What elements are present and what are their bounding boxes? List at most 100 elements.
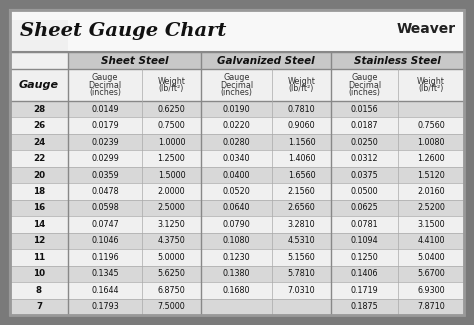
Text: 0.1230: 0.1230: [223, 253, 250, 262]
Text: 2.1560: 2.1560: [288, 187, 315, 196]
Text: 24: 24: [33, 138, 45, 147]
Text: 0.0179: 0.0179: [91, 121, 119, 130]
Text: 0.0312: 0.0312: [351, 154, 378, 163]
FancyBboxPatch shape: [10, 233, 464, 249]
Text: 0.1406: 0.1406: [351, 269, 378, 278]
Text: 22: 22: [33, 154, 45, 163]
Text: 1.0080: 1.0080: [417, 138, 445, 147]
Text: 3.1500: 3.1500: [417, 220, 445, 229]
Text: 0.1719: 0.1719: [351, 286, 378, 295]
FancyBboxPatch shape: [10, 101, 464, 117]
Text: 2.6560: 2.6560: [288, 203, 315, 213]
Text: 0.0156: 0.0156: [351, 105, 378, 114]
Text: 3.2810: 3.2810: [288, 220, 315, 229]
Text: 1.6560: 1.6560: [288, 171, 315, 180]
Text: Decimal: Decimal: [89, 81, 121, 89]
Text: 3.1250: 3.1250: [158, 220, 185, 229]
FancyBboxPatch shape: [10, 10, 464, 315]
Text: 8: 8: [36, 286, 42, 295]
Text: (lb/ft²): (lb/ft²): [159, 84, 184, 93]
Text: 0.1196: 0.1196: [91, 253, 119, 262]
Text: 2.5200: 2.5200: [417, 203, 445, 213]
FancyBboxPatch shape: [10, 117, 464, 134]
Text: 0.0478: 0.0478: [91, 187, 119, 196]
Text: 0.0400: 0.0400: [223, 171, 250, 180]
Text: 0.0250: 0.0250: [351, 138, 378, 147]
Text: 20: 20: [33, 171, 45, 180]
Text: 0.1046: 0.1046: [91, 236, 119, 245]
Text: Gauge: Gauge: [223, 73, 250, 82]
Text: 0.7500: 0.7500: [158, 121, 185, 130]
Text: 7.0310: 7.0310: [288, 286, 315, 295]
FancyBboxPatch shape: [10, 266, 464, 282]
Text: 0.0239: 0.0239: [91, 138, 119, 147]
Text: 0.1094: 0.1094: [351, 236, 378, 245]
Text: 0.0790: 0.0790: [223, 220, 250, 229]
Text: 2.0000: 2.0000: [158, 187, 185, 196]
Text: 4.3750: 4.3750: [158, 236, 185, 245]
Text: 2.0160: 2.0160: [417, 187, 445, 196]
Text: (lb/ft²): (lb/ft²): [289, 84, 314, 93]
Text: 0.0340: 0.0340: [223, 154, 250, 163]
Text: 7.8710: 7.8710: [417, 302, 445, 311]
Text: 5.6250: 5.6250: [157, 269, 185, 278]
Text: Weight: Weight: [157, 77, 185, 86]
Text: 0.7810: 0.7810: [288, 105, 315, 114]
Text: Gauge: Gauge: [351, 73, 378, 82]
Text: 0.0187: 0.0187: [351, 121, 378, 130]
FancyBboxPatch shape: [10, 282, 464, 299]
Text: 26: 26: [33, 121, 45, 130]
Text: 0.1875: 0.1875: [351, 302, 378, 311]
Text: 0.0149: 0.0149: [91, 105, 119, 114]
Text: 0.0359: 0.0359: [91, 171, 119, 180]
Text: 7.5000: 7.5000: [158, 302, 185, 311]
Text: Sheet Gauge Chart: Sheet Gauge Chart: [20, 22, 227, 40]
Text: 0.0625: 0.0625: [351, 203, 378, 213]
Text: 0.9060: 0.9060: [288, 121, 315, 130]
Text: 0.0500: 0.0500: [351, 187, 378, 196]
Text: 5.0000: 5.0000: [158, 253, 185, 262]
FancyBboxPatch shape: [10, 20, 68, 69]
Text: 0.1793: 0.1793: [91, 302, 119, 311]
Text: 0.6250: 0.6250: [158, 105, 185, 114]
FancyBboxPatch shape: [10, 216, 464, 233]
FancyBboxPatch shape: [201, 52, 331, 69]
Text: 0.0220: 0.0220: [223, 121, 250, 130]
Text: Stainless Steel: Stainless Steel: [354, 56, 441, 66]
Text: 6.8750: 6.8750: [158, 286, 185, 295]
Text: 1.4060: 1.4060: [288, 154, 315, 163]
Text: 1.1560: 1.1560: [288, 138, 315, 147]
Text: 12: 12: [33, 236, 45, 245]
Text: Decimal: Decimal: [220, 81, 253, 89]
Text: 14: 14: [33, 220, 45, 229]
Text: 0.0190: 0.0190: [223, 105, 250, 114]
Text: 1.0000: 1.0000: [158, 138, 185, 147]
FancyBboxPatch shape: [10, 249, 464, 266]
FancyBboxPatch shape: [68, 52, 201, 69]
Text: 0.0747: 0.0747: [91, 220, 119, 229]
Text: 5.0400: 5.0400: [417, 253, 445, 262]
Text: Weaver: Weaver: [397, 22, 456, 36]
Text: 4.4100: 4.4100: [417, 236, 445, 245]
FancyBboxPatch shape: [10, 299, 464, 315]
Text: 0.1380: 0.1380: [223, 269, 250, 278]
Text: (inches): (inches): [348, 88, 381, 97]
FancyBboxPatch shape: [10, 183, 464, 200]
FancyBboxPatch shape: [10, 200, 464, 216]
Text: 1.2600: 1.2600: [417, 154, 445, 163]
Text: 10: 10: [33, 269, 45, 278]
Text: 28: 28: [33, 105, 45, 114]
Text: 5.6700: 5.6700: [417, 269, 445, 278]
Text: 7: 7: [36, 302, 42, 311]
Text: 0.0598: 0.0598: [91, 203, 119, 213]
Text: 0.1680: 0.1680: [223, 286, 250, 295]
Text: 16: 16: [33, 203, 45, 213]
Text: 5.1560: 5.1560: [288, 253, 315, 262]
Text: Gauge: Gauge: [92, 73, 118, 82]
Text: 5.7810: 5.7810: [288, 269, 315, 278]
Text: Sheet Steel: Sheet Steel: [101, 56, 168, 66]
Text: (lb/ft²): (lb/ft²): [419, 84, 444, 93]
Text: 1.5120: 1.5120: [417, 171, 445, 180]
Text: (inches): (inches): [89, 88, 121, 97]
Text: 0.0781: 0.0781: [351, 220, 378, 229]
